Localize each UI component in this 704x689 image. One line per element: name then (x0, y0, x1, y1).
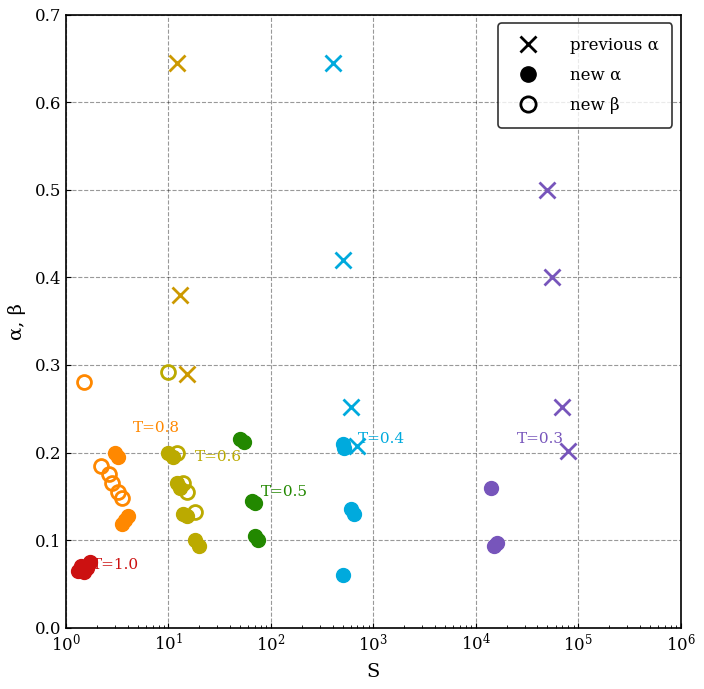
Legend: previous α, new α, new β: previous α, new α, new β (498, 23, 672, 127)
Text: T=0.8: T=0.8 (133, 421, 180, 435)
Y-axis label: α, β: α, β (8, 302, 26, 340)
Text: T=0.6: T=0.6 (194, 450, 241, 464)
Text: T=0.4: T=0.4 (358, 433, 405, 446)
Text: T=0.5: T=0.5 (261, 485, 308, 499)
X-axis label: S: S (367, 663, 380, 681)
Text: T=0.3: T=0.3 (517, 433, 564, 446)
Text: T=1.0: T=1.0 (92, 557, 139, 572)
